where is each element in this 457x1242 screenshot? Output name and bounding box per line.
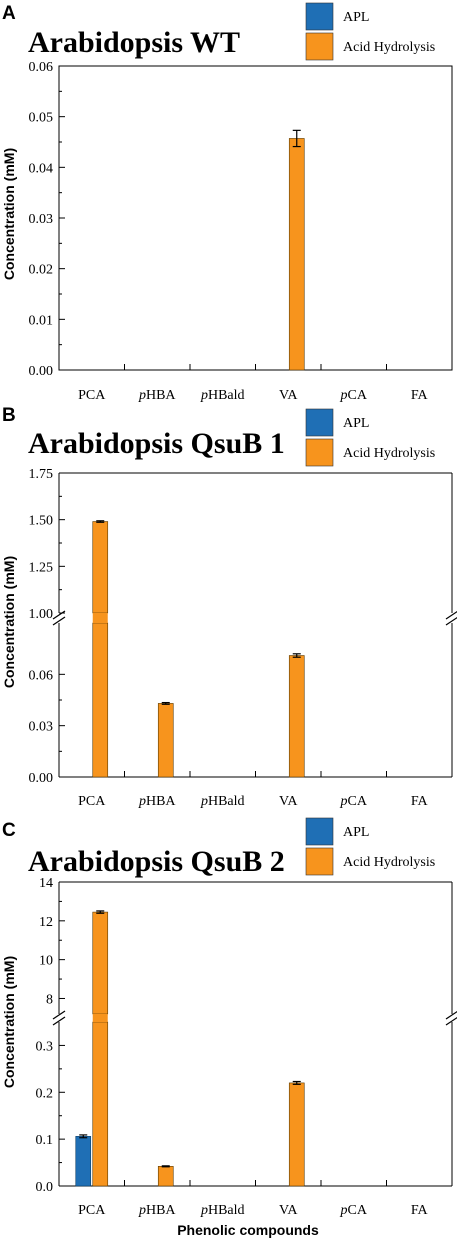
panel-a-y-tick-label: 0.00 xyxy=(29,364,54,379)
panel-a-y-tick-label: 0.05 xyxy=(29,111,54,126)
panel-b-axis-break-left-1 xyxy=(52,616,66,626)
panel-b-bar-acid-hydrolysis xyxy=(157,703,174,778)
panel-a-x-tick-label: pHBA xyxy=(138,388,176,403)
panel-a-y-tick-label: 0.06 xyxy=(29,60,54,75)
panel-c-bar-acid-hydrolysis xyxy=(288,1082,305,1187)
panel-b-y-tick-label: 1.00 xyxy=(29,607,54,622)
panel-c-plot: 8 10 12 14 0.0 0.1 0.2 0.3 PCA pHBA pHBald VA pCA FA xyxy=(36,876,457,1218)
panel-c-bar-acid-hydrolysis-gap xyxy=(92,1014,108,1022)
panel-a-ylabel: Concentration (mM) xyxy=(1,148,17,280)
panel-a-plot: 0.00 0.01 0.02 0.03 0.04 0.05 0.06 PCA pHBA pHBal… xyxy=(29,60,453,403)
panel-a-legend-acid-swatch xyxy=(305,32,334,61)
panel-a-legend-apl-label: APL xyxy=(343,10,369,25)
panel-c-axis-break-left-0 xyxy=(52,1010,66,1020)
panel-c-y-tick-label: 0.2 xyxy=(36,1086,54,1101)
panel-b-axis-break-right-1 xyxy=(445,616,457,626)
panel-a-x-tick-label: pCA xyxy=(340,388,368,403)
panel-c-x-tick-label: VA xyxy=(279,1203,298,1218)
panel-a-y-tick-label: 0.01 xyxy=(29,313,54,328)
panel-c-bar-apl xyxy=(75,1136,92,1187)
panel-c-x-tick-label: PCA xyxy=(78,1203,106,1218)
panel-c-legend-apl-label: APL xyxy=(343,825,369,840)
panel-c-bar-acid-hydrolysis xyxy=(157,1166,174,1187)
panel-b-legend-apl-label: APL xyxy=(343,416,369,431)
panel-c-letter: C xyxy=(2,820,16,841)
panel-a-bar-acid-hydrolysis xyxy=(288,138,305,371)
panel-b-x-tick-label: PCA xyxy=(78,794,106,809)
panel-a-x-tick-label: pHBald xyxy=(200,388,245,403)
panel-b-bar-acid-hydrolysis-lower xyxy=(92,622,109,778)
panel-b-x-tick-label: pHBald xyxy=(200,794,245,809)
panel-c-axis-break-right-1 xyxy=(445,1016,457,1026)
panel-a-title: Arabidopsis WT xyxy=(28,26,240,59)
panel-a-legend-apl-swatch xyxy=(305,2,334,31)
panel-b-y-tick-label: 1.25 xyxy=(29,560,54,575)
panel-b-y-tick-label: 0.00 xyxy=(29,771,54,786)
panel-c-y-tick-label: 0.0 xyxy=(36,1180,54,1195)
panel-b-legend-apl-swatch xyxy=(305,408,334,437)
panel-b-title: Arabidopsis QsuB 1 xyxy=(28,427,285,460)
panel-c-y-tick-label: 0.1 xyxy=(36,1133,54,1148)
panel-b-x-tick-label: VA xyxy=(279,794,298,809)
panel-c-bar-acid-hydrolysis-lower xyxy=(92,1021,109,1187)
panel-a-x-tick-label: PCA xyxy=(78,388,106,403)
panel-b-y-tick-label: 1.50 xyxy=(29,514,54,529)
panel-c-y-tick-label: 0.3 xyxy=(36,1039,54,1054)
panel-c-y-tick-label: 8 xyxy=(46,992,53,1007)
panel-c-y-tick-label: 10 xyxy=(39,954,53,969)
panel-a-legend-acid-label: Acid Hydrolysis xyxy=(343,40,435,55)
panel-b-axis-break-right-0 xyxy=(445,610,457,620)
panel-a-x-tick-label: VA xyxy=(279,388,298,403)
panel-c-y-tick-label: 14 xyxy=(39,876,53,891)
panel-b-bar-acid-hydrolysis-upper xyxy=(92,521,109,614)
panel-b-y-tick-label: 0.03 xyxy=(29,720,54,735)
panel-a-plot-frame xyxy=(58,65,453,371)
panel-b-legend-acid-swatch xyxy=(305,438,334,467)
panel-b-y-tick-label: 1.75 xyxy=(29,467,54,482)
panel-b-x-tick-label: pCA xyxy=(340,794,368,809)
panel-a-y-tick-label: 0.03 xyxy=(29,212,54,227)
panel-b-ylabel: Concentration (mM) xyxy=(1,556,17,688)
panel-b-plot: 1.00 1.25 1.50 1.75 0.00 0.03 0.06 PCA pHBA pHBal… xyxy=(29,467,457,809)
panel-b-y-tick-label: 0.06 xyxy=(29,668,54,683)
panel-c-x-tick-label: pHBald xyxy=(200,1203,245,1218)
panel-b-bar-acid-hydrolysis xyxy=(288,655,305,778)
panel-a-y-tick-label: 0.04 xyxy=(29,161,54,176)
panel-b-x-tick-label: pHBA xyxy=(138,794,176,809)
panel-a-x-tick-label: FA xyxy=(411,388,429,403)
panel-b-x-tick-label: FA xyxy=(411,794,429,809)
panel-c-axis-break-left-1 xyxy=(52,1016,66,1026)
panel-b-legend-acid-label: Acid Hydrolysis xyxy=(343,446,435,461)
panel-c-legend-apl-swatch xyxy=(305,817,334,846)
panel-b-bar-acid-hydrolysis-gap xyxy=(92,613,108,623)
x-axis-label: Phenolic compounds xyxy=(177,1222,319,1238)
panel-b-axis-break-left-0 xyxy=(52,610,66,620)
panel-c-legend-acid-swatch xyxy=(305,847,334,876)
panel-a-y-tick-label: 0.02 xyxy=(29,263,54,278)
panel-c-axis-break-right-0 xyxy=(445,1010,457,1020)
panel-b-letter: B xyxy=(2,405,16,426)
panel-a-letter: A xyxy=(2,3,16,24)
panel-c-x-tick-label: pHBA xyxy=(138,1203,176,1218)
panel-c-x-tick-label: pCA xyxy=(340,1203,368,1218)
panel-c-x-tick-label: FA xyxy=(411,1203,429,1218)
panel-c-ylabel: Concentration (mM) xyxy=(1,956,17,1088)
panel-c-y-tick-label: 12 xyxy=(39,915,53,930)
panel-c-legend-acid-label: Acid Hydrolysis xyxy=(343,855,435,870)
panel-c-bar-acid-hydrolysis-upper xyxy=(92,911,109,1015)
panel-c-title: Arabidopsis QsuB 2 xyxy=(28,845,285,878)
